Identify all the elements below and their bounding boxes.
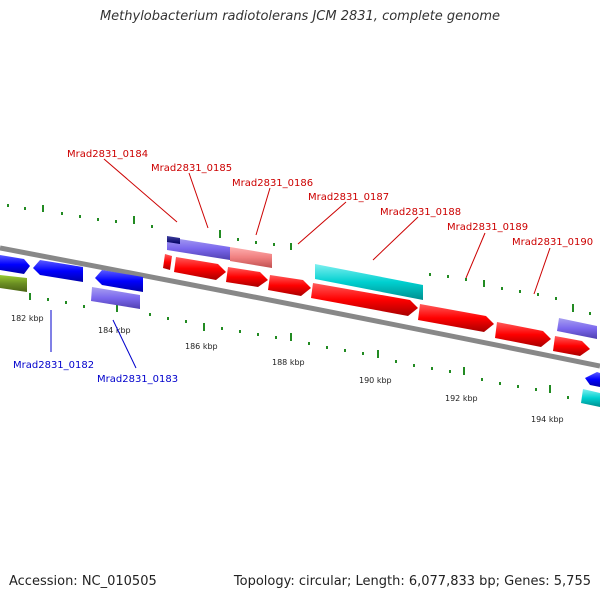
gene-label[interactable]: Mrad2831_0182: [13, 360, 94, 371]
tick-label: 182 kbp: [11, 314, 44, 323]
gene-label[interactable]: Mrad2831_0184: [67, 149, 148, 160]
gene-arrow-cyan[interactable]: [581, 389, 600, 407]
gene-arrow-blue[interactable]: [585, 372, 600, 387]
gene-label[interactable]: Mrad2831_0190: [512, 237, 593, 248]
gene-arrow-purple[interactable]: [91, 287, 140, 309]
tick-labels: 182 kbp 184 kbp 186 kbp 188 kbp 190 kbp …: [11, 314, 564, 424]
tick-label: 188 kbp: [272, 358, 305, 367]
leader-line: [533, 247, 551, 295]
reverse-label-text: Mrad2831_0182 Mrad2831_0183: [13, 360, 178, 385]
tick-label: 190 kbp: [359, 376, 392, 385]
lower-tick-ring: [29, 293, 569, 399]
gene-arrow-purple[interactable]: [167, 237, 230, 260]
gene-arrow-red[interactable]: [268, 275, 311, 296]
leader-line: [297, 201, 347, 245]
gene-arrow-blue[interactable]: [95, 270, 143, 292]
gene-label[interactable]: Mrad2831_0186: [232, 178, 313, 189]
genome-summary: Topology: circular; Length: 6,077,833 bp…: [233, 574, 591, 589]
tick-label: 192 kbp: [445, 394, 478, 403]
gene-arrow-blue[interactable]: [0, 255, 30, 274]
gene-arrow-olive[interactable]: [0, 275, 27, 292]
gene-arrow-red[interactable]: [174, 257, 226, 280]
gene-arrow-red[interactable]: [418, 304, 494, 332]
leader-line: [103, 158, 178, 223]
gene-label[interactable]: Mrad2831_0188: [380, 207, 461, 218]
gene-arrow-red[interactable]: [226, 267, 268, 287]
reverse-labels: [50, 310, 137, 369]
gene-arrow-red[interactable]: [163, 254, 172, 270]
gene-label[interactable]: Mrad2831_0185: [151, 163, 232, 174]
forward-inner-track: [163, 254, 590, 356]
gene-label[interactable]: Mrad2831_0183: [97, 374, 178, 385]
gene-arrow-pink[interactable]: [230, 247, 272, 268]
forward-label-text: Mrad2831_0184 Mrad2831_0185 Mrad2831_018…: [67, 149, 593, 248]
leader-line: [465, 232, 486, 279]
accession-label: Accession: NC_010505: [9, 574, 157, 589]
leader-line: [255, 187, 271, 236]
gene-arrow-red[interactable]: [553, 336, 590, 356]
gene-label[interactable]: Mrad2831_0187: [308, 192, 389, 203]
backbone-line: [0, 245, 600, 369]
gene-arrow-cyan[interactable]: [315, 264, 423, 300]
leader-line: [188, 172, 209, 229]
tick-label: 186 kbp: [185, 342, 218, 351]
gene-arrow-red[interactable]: [495, 322, 551, 347]
forward-labels: [103, 158, 551, 295]
gene-arrow-purple[interactable]: [557, 318, 597, 339]
gene-label[interactable]: Mrad2831_0189: [447, 222, 528, 233]
upper-tick-ring: [7, 204, 591, 315]
reverse-track: [0, 255, 143, 309]
tick-label: 184 kbp: [98, 326, 131, 335]
backbone: [0, 245, 600, 369]
gene-arrow-navy[interactable]: [167, 236, 180, 244]
map-title: Methylobacterium radiotolerans JCM 2831,…: [99, 9, 501, 24]
forward-outer-track: [167, 236, 600, 407]
tick-label: 194 kbp: [531, 415, 564, 424]
gene-arrow-blue[interactable]: [33, 260, 83, 282]
gene-arrow-red[interactable]: [311, 283, 418, 316]
leader-line: [112, 319, 137, 369]
leader-line: [372, 216, 419, 261]
